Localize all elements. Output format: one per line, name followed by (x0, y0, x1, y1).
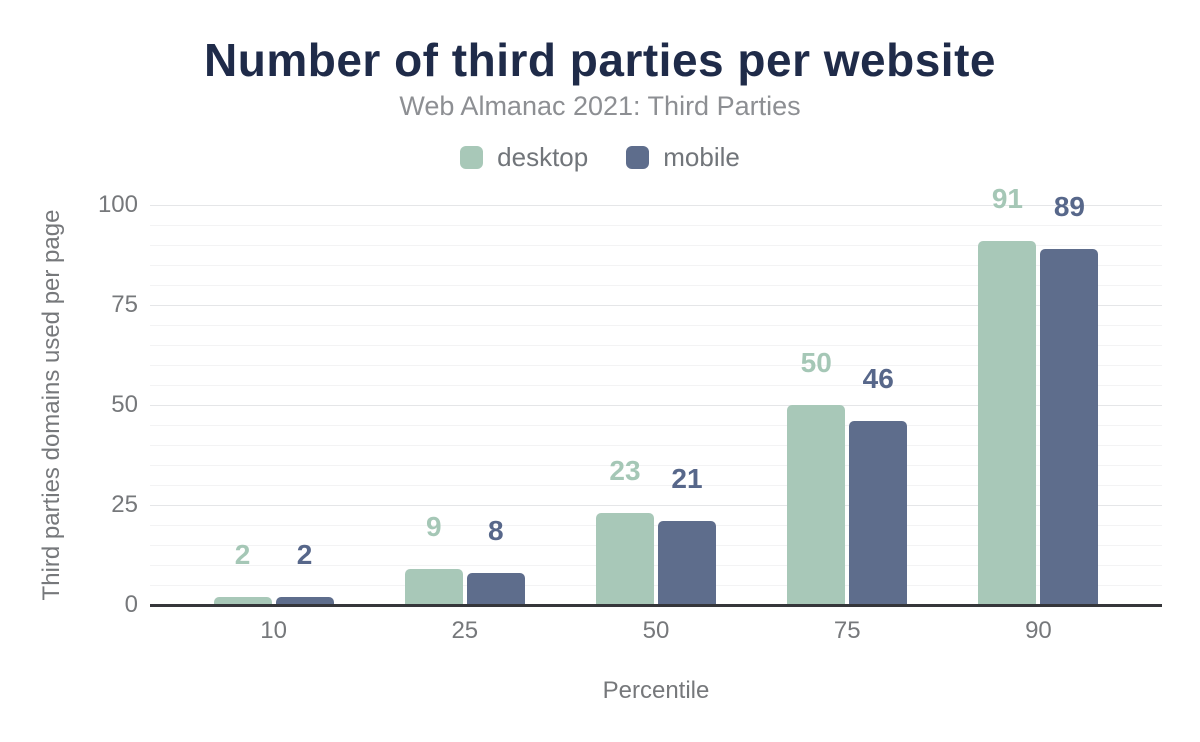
desktop-bar-50: 23 (596, 455, 654, 605)
mobile-value-label: 2 (296, 539, 313, 570)
mobile-bar-75: 46 (849, 363, 908, 605)
gridline (150, 425, 1162, 426)
mobile-bar-50: 21 (658, 463, 716, 605)
plot-area: 2 2 9 8 23 21 50 46 91 89 (150, 183, 1162, 607)
desktop-value-label: 2 (234, 539, 251, 570)
desktop-bar-90: 91 (978, 183, 1037, 605)
x-tick-label: 90 (1025, 617, 1052, 644)
bar-group-75: 50 46 (752, 347, 943, 605)
gridline (150, 225, 1162, 226)
gridline (150, 325, 1162, 326)
gridline (150, 265, 1162, 266)
bars-row: 2 2 9 8 23 21 50 46 91 89 (150, 183, 1162, 605)
legend-label-mobile: mobile (663, 142, 740, 172)
y-tick-label: 75 (111, 291, 138, 318)
x-tick-label: 10 (260, 617, 287, 644)
y-tick-label: 50 (111, 391, 138, 418)
desktop-bar-10: 2 (213, 539, 272, 605)
legend-label-desktop: desktop (497, 142, 589, 172)
gridline (150, 545, 1162, 546)
x-axis-ticks: 10 25 50 75 90 (150, 617, 1162, 645)
gridline (150, 485, 1162, 486)
bar-group-50: 23 21 (560, 455, 751, 605)
x-axis-line (150, 604, 1162, 607)
y-tick-label: 25 (111, 491, 138, 518)
desktop-swatch-icon (460, 146, 484, 169)
x-tick-label: 25 (451, 617, 479, 644)
gridline (150, 505, 1162, 506)
x-tick-label: 50 (642, 617, 670, 644)
mobile-bar-25: 8 (466, 515, 525, 605)
mobile-value-label: 21 (671, 463, 703, 494)
gridline (150, 305, 1162, 306)
gridline (150, 205, 1162, 206)
desktop-value-label: 91 (991, 183, 1023, 214)
y-tick-label: 0 (124, 591, 138, 618)
gridline (150, 345, 1162, 346)
gridline (150, 245, 1162, 246)
desktop-value-label: 23 (609, 455, 641, 486)
gridline (150, 385, 1162, 386)
y-axis-title: Third parties domains used per page (38, 209, 65, 601)
chart-title: Number of third parties per website (204, 34, 996, 86)
desktop-bar-75: 50 (787, 347, 846, 605)
legend-item-mobile: mobile (626, 142, 740, 173)
legend: desktop mobile (0, 142, 1200, 173)
desktop-bar-25: 9 (404, 511, 463, 605)
mobile-bar-90: 89 (1040, 191, 1099, 605)
mobile-bar-10: 2 (275, 539, 334, 605)
mobile-value-label: 46 (862, 363, 894, 394)
x-axis-title: Percentile (602, 677, 710, 704)
gridline (150, 525, 1162, 526)
gridline (150, 565, 1162, 566)
mobile-swatch-icon (626, 146, 650, 169)
gridline (150, 445, 1162, 446)
mobile-value-label: 8 (488, 515, 504, 546)
gridline (150, 585, 1162, 586)
chart-subtitle: Web Almanac 2021: Third Parties (399, 91, 801, 121)
gridline (150, 285, 1162, 286)
y-tick-label: 100 (97, 191, 138, 218)
gridline (150, 365, 1162, 366)
gridline (150, 405, 1162, 406)
bar-group-90: 91 89 (943, 183, 1134, 605)
x-tick-label: 75 (833, 617, 861, 644)
desktop-value-label: 50 (800, 347, 832, 378)
mobile-value-label: 89 (1053, 191, 1085, 222)
gridline (150, 465, 1162, 466)
legend-item-desktop: desktop (460, 142, 588, 173)
desktop-value-label: 9 (426, 511, 442, 542)
